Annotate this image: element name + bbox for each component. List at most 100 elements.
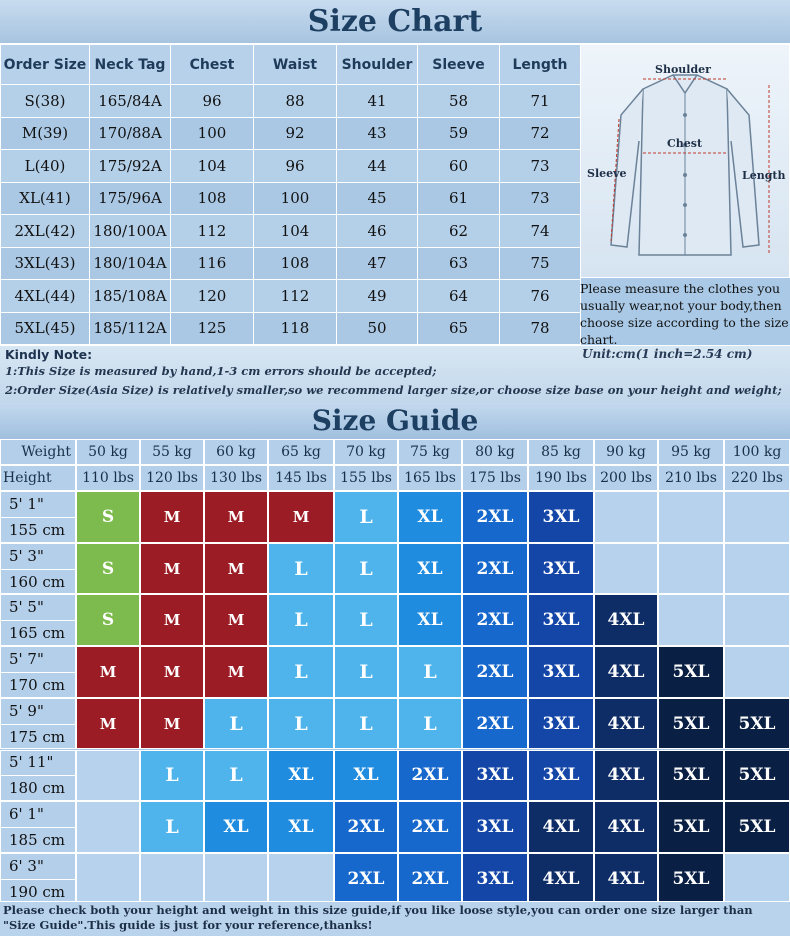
size-guide-cell: S <box>76 594 140 647</box>
size-guide-cell: M <box>140 491 204 543</box>
size-guide-cell: 5XL <box>658 801 724 853</box>
size-guide-cell <box>658 594 724 647</box>
chart-cell: 104 <box>253 214 337 248</box>
size-guide-cell: 5XL <box>658 852 724 905</box>
weight-lbs-header: 210 lbs <box>658 465 724 491</box>
chart-cell: 44 <box>336 149 418 183</box>
chart-cell: 88 <box>253 84 337 118</box>
chart-row: L(40) 175/92A 104 96 44 60 73 <box>0 149 581 183</box>
height-ft: 5' 5" <box>9 598 44 617</box>
size-guide-cell: 4XL <box>528 801 594 853</box>
weight-lbs-header: 165 lbs <box>398 465 462 491</box>
chart-cell: 76 <box>499 279 581 313</box>
size-guide-cell: 2XL <box>462 542 528 595</box>
size-guide-cell: M <box>204 646 268 698</box>
size-guide-cell <box>268 852 334 905</box>
chart-cell: 50 <box>336 311 418 345</box>
height-ft: 5' 1" <box>9 494 44 513</box>
chart-cell: 165/84A <box>89 84 171 118</box>
chart-cell: 100 <box>253 181 337 215</box>
chart-cell: 108 <box>170 181 254 215</box>
chart-cell: 46 <box>336 214 418 248</box>
measure-note: Please measure the clothes you usually w… <box>580 281 789 347</box>
size-guide-cell <box>724 852 790 905</box>
size-guide-cell: M <box>204 542 268 595</box>
height-label: Height <box>0 465 76 491</box>
chart-cell: 78 <box>499 311 581 345</box>
size-guide-cell: 4XL <box>594 852 658 905</box>
chart-cell: 74 <box>499 214 581 248</box>
chart-row: S(38) 165/84A 96 88 41 58 71 <box>0 84 581 118</box>
size-guide-cell: L <box>204 749 268 802</box>
height-cm: 160 cm <box>1 568 75 594</box>
size-guide-cell: L <box>334 646 398 698</box>
chart-cell: 116 <box>170 246 254 280</box>
size-guide-cell: L <box>204 697 268 750</box>
chart-header-cell: Neck Tag <box>89 44 171 85</box>
size-guide-cell: L <box>334 594 398 647</box>
size-guide-cell: 5XL <box>724 801 790 853</box>
height-cm: 185 cm <box>1 827 75 852</box>
chart-cell: 185/112A <box>89 311 171 345</box>
size-guide-cell: L <box>140 801 204 853</box>
chart-cell: 73 <box>499 181 581 215</box>
height-row-header: 6' 1" 185 cm <box>0 801 76 853</box>
height-row-header: 5' 1" 155 cm <box>0 491 76 543</box>
chart-cell: 175/92A <box>89 149 171 183</box>
length-label: Length <box>742 169 786 182</box>
size-guide-cell: XL <box>334 749 398 802</box>
chart-cell: 96 <box>170 84 254 118</box>
size-guide-cell: 4XL <box>594 697 658 750</box>
chart-cell: 180/104A <box>89 246 171 280</box>
weight-kg-header: 95 kg <box>658 439 724 465</box>
size-guide-cell: 3XL <box>462 801 528 853</box>
weight-kg-header: 60 kg <box>204 439 268 465</box>
weight-kg-header: 85 kg <box>528 439 594 465</box>
size-guide-cell: 2XL <box>462 697 528 750</box>
chart-row: 4XL(44) 185/108A 120 112 49 64 76 <box>0 279 581 313</box>
weight-lbs-header: 120 lbs <box>140 465 204 491</box>
size-guide-cell <box>658 542 724 595</box>
height-cm: 170 cm <box>1 671 75 697</box>
size-guide-cell: M <box>140 646 204 698</box>
size-guide-cell: M <box>140 594 204 647</box>
size-guide-cell: M <box>204 491 268 543</box>
kindly-note-line-2: 2:Order Size(Asia Size) is relatively sm… <box>5 383 782 397</box>
chart-cell: 175/96A <box>89 181 171 215</box>
weight-lbs-header: 110 lbs <box>76 465 140 491</box>
size-guide-cell: L <box>268 594 334 647</box>
size-guide-cell: L <box>334 491 398 543</box>
chart-cell: 60 <box>417 149 500 183</box>
size-guide-cell: XL <box>204 801 268 853</box>
size-guide-cell <box>594 542 658 595</box>
size-guide-cell: 3XL <box>528 697 594 750</box>
chart-row: 2XL(42) 180/100A 112 104 46 62 74 <box>0 214 581 248</box>
size-guide-cell <box>724 594 790 647</box>
weight-lbs-header: 220 lbs <box>724 465 790 491</box>
size-guide-cell: 3XL <box>462 852 528 905</box>
chart-cell: 112 <box>170 214 254 248</box>
size-guide-cell: 5XL <box>658 646 724 698</box>
footer-note: Please check both your height and weight… <box>0 901 790 936</box>
height-row-header: 5' 7" 170 cm <box>0 646 76 698</box>
chart-cell: 185/108A <box>89 279 171 313</box>
size-guide-cell: 2XL <box>334 801 398 853</box>
chart-cell: 71 <box>499 84 581 118</box>
size-guide-cell: 2XL <box>334 852 398 905</box>
kindly-note-line-1: 1:This Size is measured by hand,1-3 cm e… <box>5 364 437 378</box>
chart-cell: 125 <box>170 311 254 345</box>
weight-kg-header: 90 kg <box>594 439 658 465</box>
size-guide-cell: XL <box>268 801 334 853</box>
weight-kg-header: 80 kg <box>462 439 528 465</box>
weight-kg-header: 50 kg <box>76 439 140 465</box>
chart-cell: 118 <box>253 311 337 345</box>
chart-cell: 47 <box>336 246 418 280</box>
shirt-diagram: Shoulder Chest Sleeve Length <box>580 44 790 278</box>
weight-lbs-header: 190 lbs <box>528 465 594 491</box>
size-guide-cell: L <box>398 697 462 750</box>
weight-label: Weight <box>0 439 76 465</box>
size-guide-cell: XL <box>268 749 334 802</box>
size-guide-cell: 2XL <box>462 594 528 647</box>
chart-cell: 96 <box>253 149 337 183</box>
weight-kg-header: 55 kg <box>140 439 204 465</box>
